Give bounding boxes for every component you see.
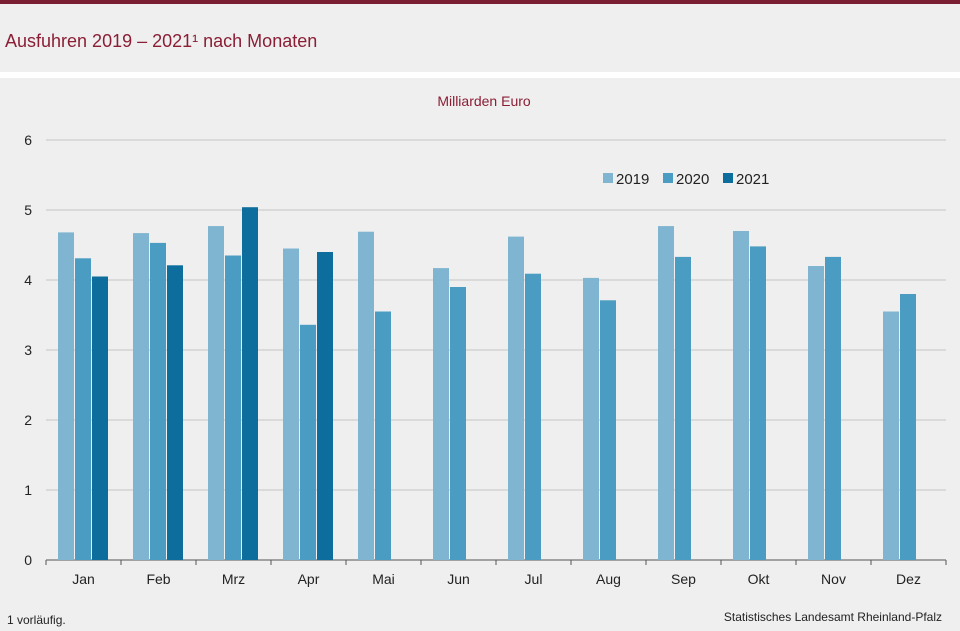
- bar-2020-dez: [900, 294, 916, 560]
- x-tick-label: Jan: [72, 571, 95, 587]
- x-tick-label: Mrz: [222, 571, 245, 587]
- x-tick-label: Apr: [298, 571, 320, 587]
- legend-swatch-2021: [723, 173, 733, 183]
- top-accent-bar: [0, 0, 960, 4]
- bar-2019-apr: [283, 248, 299, 560]
- bar-2020-jun: [450, 287, 466, 560]
- bar-2021-mrz: [242, 207, 258, 560]
- legend-swatch-2019: [603, 173, 613, 183]
- x-tick-label: Mai: [372, 571, 395, 587]
- y-tick-label: 5: [24, 202, 32, 218]
- bar-2019-mai: [358, 231, 374, 560]
- bar-2021-feb: [167, 265, 183, 560]
- x-tick-label: Dez: [896, 571, 921, 587]
- y-tick-label: 3: [24, 342, 32, 358]
- bar-2020-jan: [75, 258, 91, 560]
- legend-label-2019: 2019: [616, 171, 649, 188]
- bar-2019-jan: [58, 232, 74, 560]
- y-axis-unit-label: Milliarden Euro: [437, 93, 531, 109]
- bar-2019-sep: [658, 226, 674, 560]
- bar-2020-feb: [150, 242, 166, 560]
- bar-2019-jul: [508, 236, 524, 560]
- bar-2019-okt: [733, 231, 749, 560]
- x-tick-label: Nov: [821, 571, 846, 587]
- y-tick-label: 4: [24, 272, 32, 288]
- legend-label-2021: 2021: [736, 171, 769, 188]
- bar-2020-sep: [675, 256, 691, 560]
- bar-2020-nov: [825, 256, 841, 560]
- x-tick-label: Sep: [671, 571, 696, 587]
- y-tick-label: 1: [24, 482, 32, 498]
- bar-2019-dez: [883, 311, 899, 560]
- x-tick-label: Okt: [748, 571, 770, 587]
- footnote: 1 vorläufig.: [7, 613, 66, 627]
- bar-2021-jan: [92, 276, 108, 560]
- y-tick-label: 0: [24, 552, 32, 568]
- x-tick-label: Jul: [525, 571, 543, 587]
- y-tick-label: 6: [24, 132, 32, 148]
- chart-title: Ausfuhren 2019 – 2021¹ nach Monaten: [5, 31, 318, 51]
- bar-2020-mai: [375, 311, 391, 560]
- bar-2019-feb: [133, 233, 149, 560]
- bar-2020-mrz: [225, 255, 241, 560]
- bar-2020-jul: [525, 273, 541, 560]
- bar-2020-apr: [300, 324, 316, 560]
- header-separator: [0, 72, 960, 78]
- y-tick-label: 2: [24, 412, 32, 428]
- bar-2019-aug: [583, 277, 599, 560]
- bar-2019-mrz: [208, 226, 224, 560]
- bar-2021-apr: [317, 252, 333, 560]
- bar-2019-jun: [433, 268, 449, 560]
- legend-label-2020: 2020: [676, 171, 709, 188]
- legend-swatch-2020: [663, 173, 673, 183]
- bar-2020-aug: [600, 300, 616, 560]
- bar-2019-nov: [808, 266, 824, 560]
- x-tick-label: Aug: [596, 571, 621, 587]
- bar-2020-okt: [750, 246, 766, 560]
- source-credit: Statistisches Landesamt Rheinland-Pfalz: [723, 610, 942, 624]
- header: Ausfuhren 2019 – 2021¹ nach Monaten: [0, 4, 960, 72]
- x-tick-label: Jun: [447, 571, 470, 587]
- x-tick-label: Feb: [146, 571, 170, 587]
